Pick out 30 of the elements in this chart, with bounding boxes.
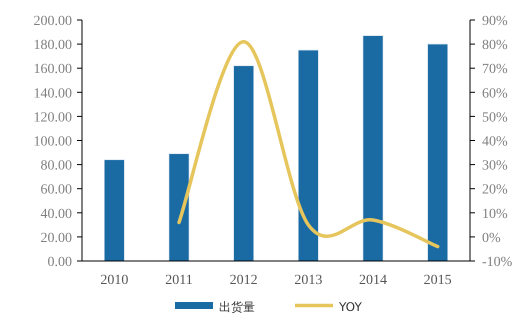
y2-tick-label: 80%: [482, 38, 508, 54]
x-tick-label: 2010: [100, 273, 128, 288]
y-tick-label: 20.00: [40, 230, 72, 246]
x-tick-label: 2011: [165, 273, 193, 288]
y-tick-label: 60.00: [40, 182, 72, 198]
x-tick-label: 2014: [359, 273, 387, 288]
y2-tick-label: 10%: [482, 206, 508, 222]
y2-tick-label: 30%: [482, 158, 508, 174]
y-tick-label: 40.00: [40, 206, 72, 222]
y2-tick-label: 40%: [482, 134, 508, 150]
x-tick-label: 2015: [424, 273, 452, 288]
y-tick-label: 0.00: [48, 255, 72, 270]
y-tick-label: 160.00: [34, 62, 72, 78]
legend-label: 出货量: [219, 300, 255, 314]
y-tick-label: 120.00: [34, 110, 72, 126]
y2-tick-label: 60%: [482, 86, 508, 102]
legend-label: YOY: [338, 300, 362, 314]
y2-tick-label: -10%: [482, 255, 513, 270]
y-tick-label: 80.00: [40, 158, 72, 174]
y2-tick-label: 50%: [482, 110, 508, 126]
y-tick-label: 200.00: [34, 14, 72, 29]
y2-tick-label: 20%: [482, 182, 508, 198]
y-tick-label: 140.00: [34, 86, 72, 102]
y2-tick-label: 0%: [482, 230, 501, 246]
y-tick-label: 100.00: [34, 134, 72, 150]
y2-tick-label: 70%: [482, 62, 508, 78]
x-tick-label: 2013: [294, 273, 322, 288]
y2-tick-label: 90%: [482, 14, 508, 29]
x-tick-label: 2012: [230, 273, 258, 288]
y-tick-label: 180.00: [34, 38, 72, 54]
